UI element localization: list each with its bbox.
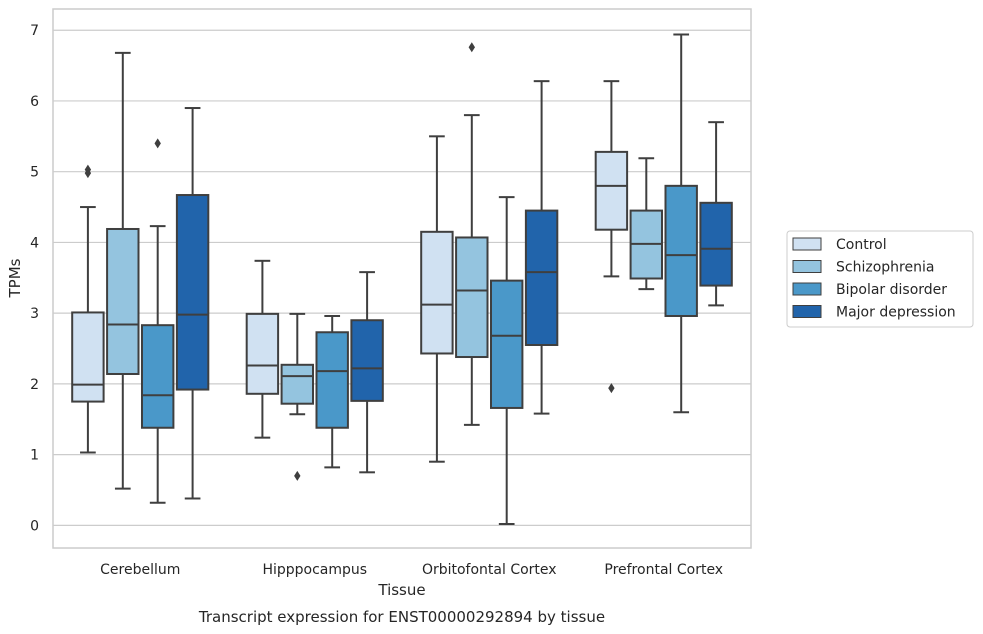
- legend-label: Bipolar disorder: [836, 282, 947, 298]
- plot-frame: [52, 8, 752, 549]
- box-schizophrenia: [455, 42, 489, 426]
- legend-swatch: [792, 260, 822, 273]
- box-bipolar-disorder: [315, 314, 349, 469]
- box-iqr: [699, 201, 733, 287]
- y-axis-label: TPMs: [6, 258, 24, 298]
- x-tick-label: Prefrontal Cortex: [604, 562, 723, 578]
- legend-label: Major depression: [836, 305, 956, 321]
- outlier-point: [154, 138, 161, 149]
- box-iqr: [664, 184, 698, 317]
- box-iqr: [245, 312, 280, 395]
- box-iqr: [594, 150, 629, 231]
- box-iqr: [71, 311, 105, 403]
- box-iqr: [350, 319, 384, 402]
- box-iqr: [315, 331, 349, 429]
- legend-label: Control: [836, 237, 887, 253]
- chart-caption: Transcript expression for ENST0000029289…: [198, 608, 605, 626]
- box-major-depression: [699, 121, 733, 307]
- box-iqr: [140, 324, 175, 429]
- box-schizophrenia: [106, 51, 140, 490]
- box-iqr: [489, 279, 524, 409]
- box-control: [420, 135, 454, 463]
- legend-swatch: [792, 282, 822, 296]
- box-major-depression: [175, 107, 210, 500]
- box-iqr: [420, 230, 454, 355]
- outlier-point: [84, 164, 92, 175]
- box-schizophrenia: [280, 312, 315, 481]
- y-tick-label: 0: [30, 518, 39, 534]
- x-tick-label: Cerebellum: [100, 562, 180, 578]
- x-tick-label: Hipppocampus: [262, 562, 367, 578]
- box-iqr: [106, 227, 140, 375]
- box-iqr: [280, 363, 315, 405]
- box-schizophrenia: [629, 157, 664, 291]
- y-tick-label: 7: [30, 23, 39, 39]
- y-tick-labels: 0 1 2 3 4 5 6 7: [30, 23, 39, 534]
- y-tick-label: 5: [30, 165, 39, 181]
- legend-swatch: [792, 305, 822, 318]
- box-bipolar-disorder: [140, 138, 175, 504]
- legend-frame: [786, 230, 974, 328]
- box-control: [245, 259, 280, 439]
- legend: Control Schizophrenia Bipolar disorder Majo…: [786, 230, 974, 328]
- y-tick-label: 2: [30, 377, 39, 393]
- y-tick-label: 3: [30, 306, 39, 322]
- box-iqr: [524, 209, 559, 346]
- boxes: [71, 33, 733, 525]
- outlier-point: [608, 383, 615, 394]
- legend-swatch: [792, 237, 822, 251]
- x-tick-labels: Cerebellum Hipppocampus Orbitofontal Corte…: [100, 562, 723, 578]
- box-major-depression: [350, 271, 384, 474]
- box-iqr: [175, 194, 210, 391]
- box-bipolar-disorder: [489, 196, 524, 525]
- y-tick-label: 6: [30, 94, 39, 110]
- box-bipolar-disorder: [664, 33, 698, 414]
- box-control: [71, 164, 105, 454]
- x-tick-label: Orbitofontal Cortex: [422, 562, 557, 578]
- y-tick-label: 1: [30, 448, 39, 464]
- outlier-point: [468, 42, 475, 53]
- box-major-depression: [524, 80, 559, 415]
- box-iqr: [455, 236, 489, 359]
- box-control: [594, 80, 629, 394]
- x-axis-label: Tissue: [377, 581, 425, 599]
- legend-label: Schizophrenia: [836, 260, 934, 276]
- outlier-point: [294, 470, 301, 481]
- y-tick-label: 4: [30, 235, 39, 251]
